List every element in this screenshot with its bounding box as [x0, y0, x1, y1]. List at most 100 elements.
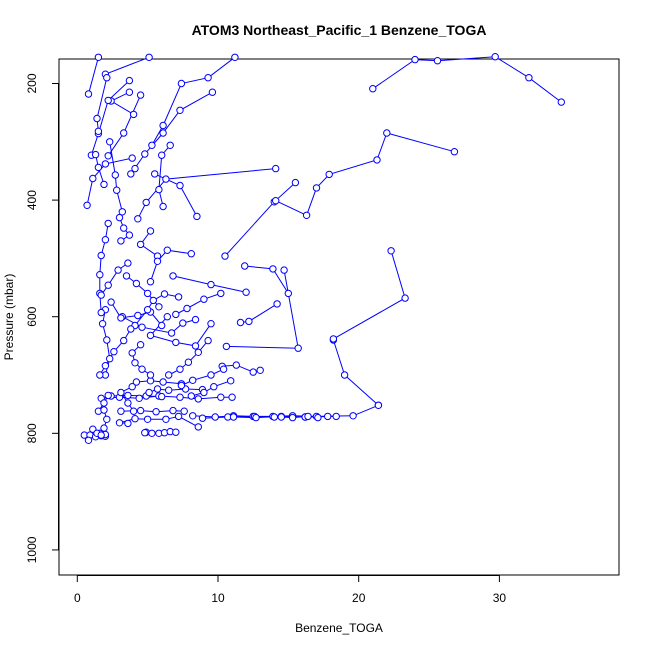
data-point: [159, 129, 167, 137]
data-point: [134, 215, 142, 223]
profile-line: [175, 292, 221, 315]
data-point: [314, 413, 322, 422]
data-point: [191, 342, 200, 350]
data-point: [180, 407, 188, 415]
data-point: [138, 323, 146, 331]
data-point: [332, 412, 340, 421]
data-point: [127, 325, 135, 333]
data-point: [143, 306, 152, 314]
data-point: [401, 294, 409, 302]
y-tick-label: 1000: [25, 536, 39, 563]
data-point: [200, 388, 208, 397]
data-point: [242, 288, 250, 296]
data-point: [272, 197, 280, 205]
data-point: [142, 198, 150, 207]
data-point: [89, 174, 97, 183]
data-point: [193, 212, 201, 221]
profile-line: [90, 80, 130, 156]
data-point: [387, 247, 395, 255]
data-point: [104, 152, 112, 160]
data-point: [176, 365, 184, 373]
data-point: [124, 399, 132, 407]
data-point: [115, 213, 124, 222]
chart-title: ATOM3 Northeast_Pacific_1 Benzene_TOGA: [192, 22, 487, 38]
data-point: [132, 279, 141, 288]
data-point: [97, 308, 105, 317]
data-point: [100, 406, 108, 414]
profile-line: [150, 249, 192, 282]
profile-line: [109, 141, 123, 212]
data-point: [103, 415, 111, 423]
data-point: [106, 138, 114, 146]
data-point: [167, 329, 176, 337]
data-point: [174, 412, 183, 421]
data-point: [145, 388, 153, 397]
data-point: [127, 170, 135, 178]
data-point: [136, 341, 145, 349]
x-axis: 0 10 20 30: [74, 575, 506, 605]
data-point: [159, 378, 167, 386]
data-point: [146, 371, 155, 379]
x-tick-label: 20: [352, 591, 366, 605]
data-point: [158, 392, 166, 401]
series-points: [80, 53, 565, 444]
data-point: [113, 186, 121, 194]
data-point: [91, 150, 100, 159]
data-point: [96, 271, 104, 279]
data-point: [141, 150, 149, 158]
profile-line: [105, 56, 150, 75]
data-point: [187, 250, 196, 258]
y-axis-title: Pressure (mbar): [2, 274, 16, 361]
data-point: [280, 266, 288, 274]
data-point: [122, 272, 131, 280]
data-point: [131, 359, 139, 367]
y-tick-label: 400: [25, 190, 39, 210]
data-point: [232, 361, 241, 369]
data-point: [128, 154, 136, 162]
data-point: [120, 129, 128, 137]
data-point: [411, 55, 419, 64]
data-point: [302, 211, 311, 220]
data-point: [189, 376, 197, 384]
data-point: [97, 251, 105, 260]
data-point: [166, 141, 174, 150]
data-point: [162, 175, 170, 183]
data-point: [94, 163, 103, 172]
data-point: [165, 386, 173, 394]
data-point: [146, 331, 155, 340]
data-point: [194, 423, 203, 431]
data-point: [179, 319, 187, 327]
profile-line: [191, 380, 231, 397]
data-point: [288, 413, 297, 422]
data-point: [349, 412, 357, 420]
data-point: [373, 156, 381, 164]
data-point: [100, 424, 108, 432]
data-point: [183, 304, 191, 313]
data-point: [169, 406, 177, 415]
x-tick-label: 30: [493, 591, 507, 605]
profile-line: [136, 380, 182, 385]
data-point: [191, 315, 200, 324]
data-point: [158, 321, 166, 330]
data-point: [219, 365, 228, 373]
data-point: [329, 335, 338, 343]
data-point: [146, 227, 155, 235]
data-point: [131, 164, 139, 173]
data-point: [270, 413, 278, 421]
data-point: [125, 88, 134, 96]
data-point: [101, 236, 110, 244]
data-point: [143, 415, 152, 423]
data-point: [162, 415, 170, 423]
data-point: [103, 336, 111, 344]
data-point: [100, 180, 108, 189]
data-point: [491, 53, 499, 61]
profile-line: [372, 56, 562, 103]
data-point: [104, 391, 112, 400]
data-point: [304, 412, 312, 421]
data-point: [236, 318, 245, 327]
data-point: [129, 110, 138, 119]
data-point: [165, 371, 173, 379]
data-point: [94, 53, 103, 61]
data-point: [149, 296, 158, 305]
